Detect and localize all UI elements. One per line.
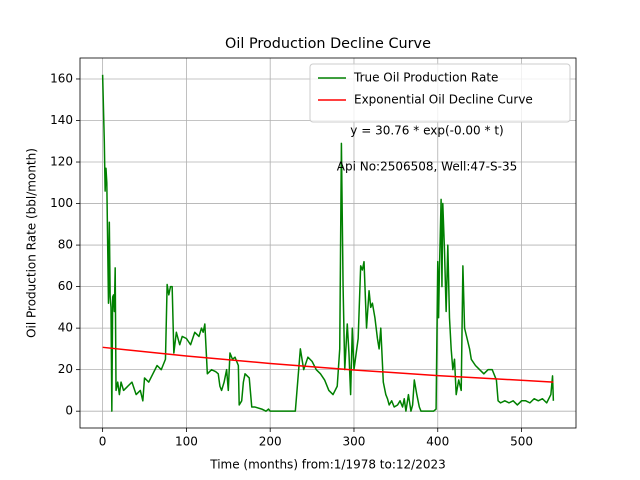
y-tick-label: 0 [65, 404, 73, 418]
x-tick-label: 300 [343, 435, 366, 449]
legend-label: True Oil Production Rate [353, 71, 498, 85]
legend-label: Exponential Oil Decline Curve [354, 93, 533, 107]
y-tick-label: 80 [58, 238, 73, 252]
y-tick-label: 100 [50, 196, 73, 210]
chart-title: Oil Production Decline Curve [225, 36, 431, 52]
series-line [101, 74, 555, 412]
legend-box [309, 63, 571, 123]
x-tick-label: 0 [99, 435, 107, 449]
x-tick-label: 400 [426, 435, 449, 449]
x-tick-label: 200 [259, 435, 282, 449]
y-tick-label: 140 [50, 113, 73, 127]
plot-frame [79, 57, 577, 429]
x-tick-label: 100 [175, 435, 198, 449]
y-tick-label: 160 [50, 71, 73, 85]
y-tick-label: 60 [58, 279, 73, 293]
x-tick-label: 500 [510, 435, 533, 449]
x-axis-label: Time (months) from:1/1978 to:12/2023 [209, 458, 446, 472]
annotation: Api No:2506508, Well:47-S-35 [337, 160, 517, 174]
y-tick-label: 40 [58, 321, 73, 335]
y-axis-label: Oil Production Rate (bbl/month) [25, 148, 39, 338]
y-tick-label: 20 [58, 362, 73, 376]
annotation: y = 30.76 * exp(-0.00 * t) [350, 124, 503, 138]
series-line [102, 346, 554, 383]
y-tick-label: 120 [50, 155, 73, 169]
